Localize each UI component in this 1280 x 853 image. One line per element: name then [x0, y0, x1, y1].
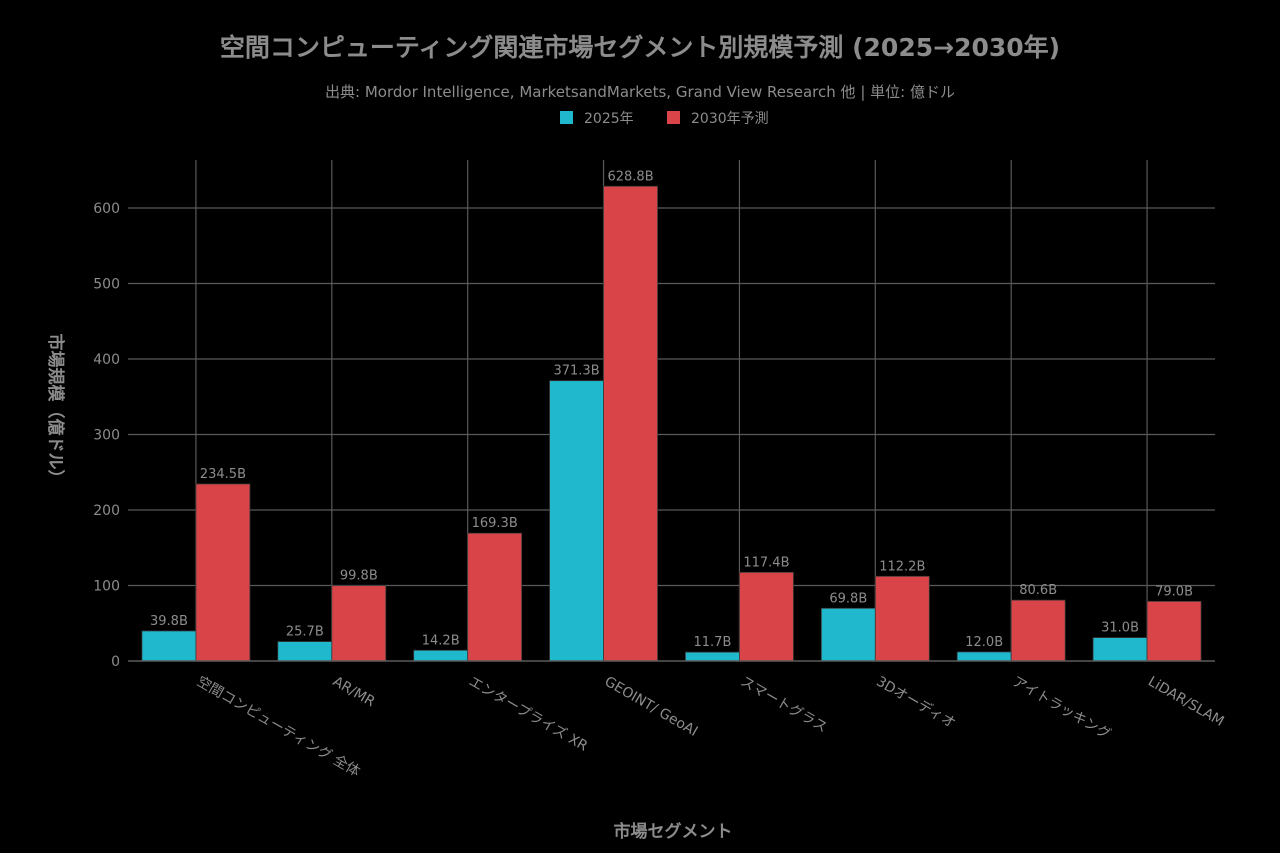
bar-value-label: 12.0B — [965, 635, 1003, 650]
bar-value-label: 169.3B — [472, 516, 518, 531]
bar-value-label: 25.7B — [286, 625, 324, 640]
bar-2030 — [331, 585, 387, 662]
bar-value-label: 11.7B — [694, 635, 732, 650]
bar-2025 — [820, 607, 876, 662]
y-tick-label: 200 — [93, 503, 120, 519]
bar-2025 — [685, 651, 740, 662]
y-tick-label: 500 — [93, 277, 120, 293]
bar-2030 — [874, 575, 930, 662]
x-category-label: AR/MR — [330, 674, 378, 711]
bar-2030 — [603, 185, 658, 662]
x-category-label: 3Dオーディオ — [873, 673, 958, 732]
bars — [141, 185, 1202, 662]
bar-value-label: 99.8B — [340, 569, 378, 584]
data-labels: 39.8B 234.5B 25.7B 99.8B 14.2B 169.3B 371.3B 62… — [150, 169, 1193, 650]
legend-swatch-2025 — [560, 111, 573, 124]
y-tick-label: 300 — [93, 428, 120, 444]
y-axis-title: 市場規模（億ドル） — [45, 334, 66, 487]
bar-2025 — [1092, 637, 1148, 662]
gridlines — [128, 160, 1215, 661]
x-category-label: スマートグラス — [737, 674, 829, 737]
bar-2030 — [1010, 599, 1066, 662]
legend-label-2030: 2030年予測 — [691, 111, 769, 127]
y-tick-label: 600 — [93, 201, 120, 217]
chart-title: 空間コンピューティング関連市場セグメント別規模予測 (2025→2030年) — [220, 33, 1060, 62]
y-axis-ticks: 0 100 200 300 400 500 600 — [93, 201, 120, 670]
bar-value-label: 234.5B — [200, 467, 246, 482]
bar-value-label: 79.0B — [1155, 584, 1193, 599]
bar-2025 — [549, 380, 604, 662]
y-tick-label: 400 — [93, 352, 120, 368]
bar-2030 — [195, 483, 251, 662]
bar-2025 — [141, 630, 197, 662]
x-category-label: エンタープライズ XR — [466, 674, 591, 755]
bar-value-label: 14.2B — [422, 633, 460, 648]
bar-2030 — [739, 571, 794, 662]
bar-value-label: 117.4B — [743, 555, 789, 570]
bar-value-label: 80.6B — [1019, 583, 1057, 598]
y-tick-label: 100 — [93, 579, 120, 595]
bar-value-label: 69.8B — [829, 591, 867, 606]
bar-2030 — [1146, 600, 1202, 662]
chart-legend: 2025年 2030年予測 — [560, 111, 769, 127]
y-tick-label: 0 — [111, 654, 120, 670]
x-axis-title: 市場セグメント — [614, 821, 733, 842]
x-category-label: アイトラッキング — [1009, 674, 1113, 743]
bar-2025 — [413, 649, 469, 662]
bar-value-label: 371.3B — [553, 364, 599, 379]
bar-value-label: 31.0B — [1101, 621, 1139, 636]
x-category-label: LiDAR/SLAM — [1145, 674, 1227, 730]
bar-value-label: 39.8B — [150, 614, 188, 629]
bar-2025 — [956, 651, 1012, 662]
bar-2025 — [277, 641, 333, 662]
x-category-label: GEOINT/ GeoAI — [602, 674, 701, 740]
bar-2030 — [467, 532, 523, 662]
bar-value-label: 112.2B — [879, 559, 925, 574]
chart-subtitle: 出典: Mordor Intelligence, MarketsandMarke… — [325, 83, 955, 101]
legend-swatch-2030 — [667, 111, 680, 124]
legend-label-2025: 2025年 — [584, 111, 634, 127]
bar-value-label: 628.8B — [607, 169, 653, 184]
